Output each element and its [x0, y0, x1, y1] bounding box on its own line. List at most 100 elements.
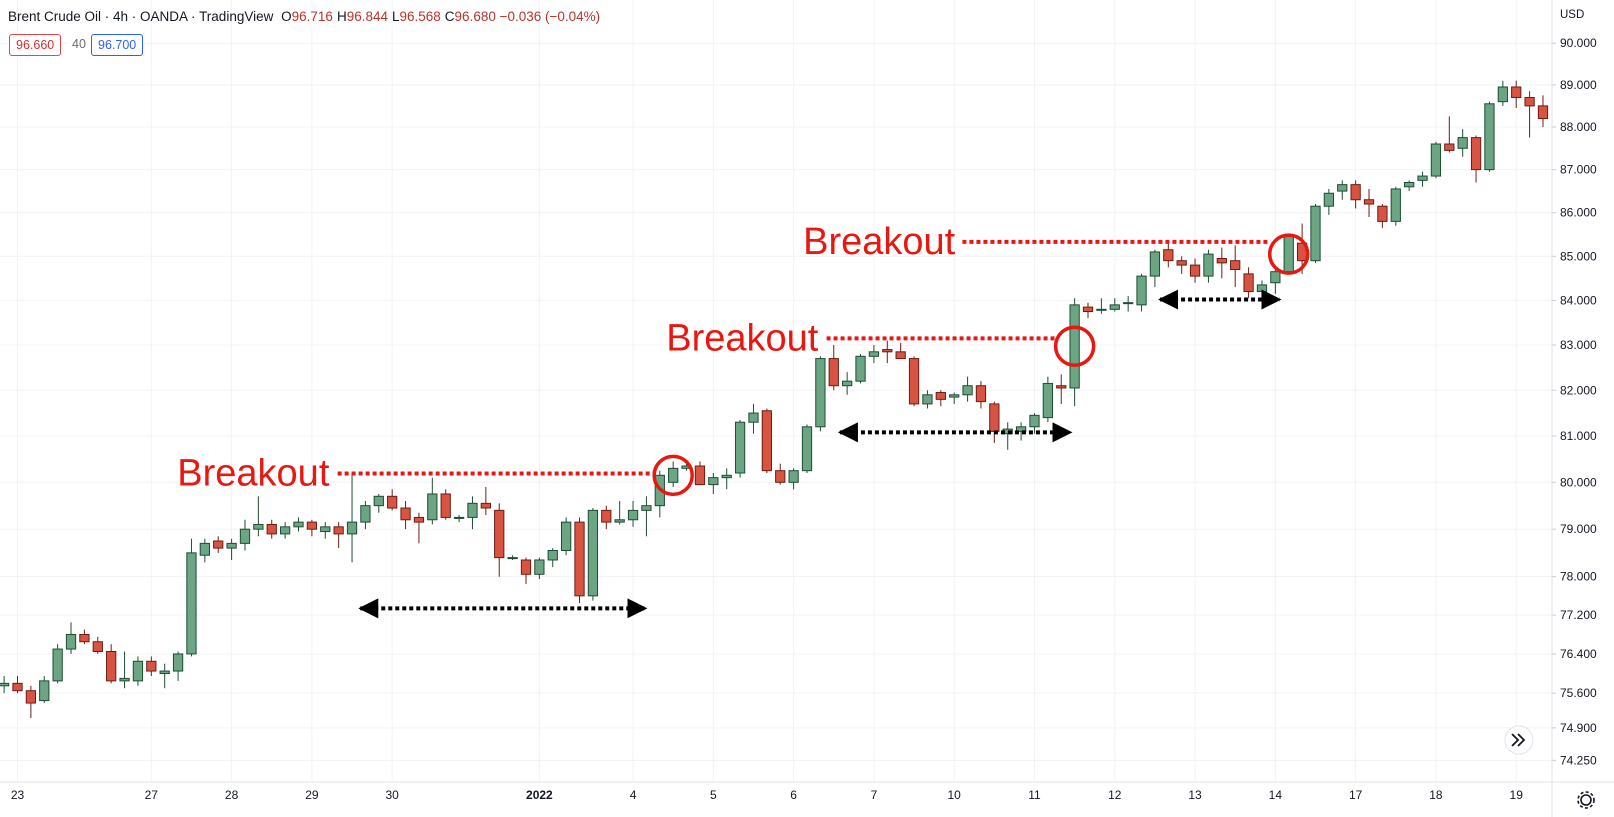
candle-body [868, 351, 880, 357]
x-tick-label: 6 [790, 788, 797, 802]
candle-body [346, 521, 358, 535]
y-tick-label: 76.400 [1560, 647, 1597, 661]
candle-body [908, 358, 920, 405]
candle-body [828, 358, 839, 387]
candle-body [855, 355, 866, 382]
candle-body [627, 509, 639, 521]
x-tick-label: 2022 [526, 788, 553, 802]
candle-body [400, 507, 411, 521]
candle-body [949, 394, 960, 398]
candle-body [199, 542, 210, 556]
candle-body [333, 526, 344, 535]
x-tick-label: 23 [11, 788, 25, 802]
breakout-label: Breakout [803, 221, 956, 263]
x-tick-label: 27 [145, 788, 159, 802]
candle-body [1230, 260, 1241, 270]
candle-body [882, 349, 893, 353]
spread: 40 [69, 34, 89, 54]
y-tick-label: 79.000 [1560, 522, 1597, 536]
candle-body [279, 526, 291, 535]
candle-body [1497, 86, 1508, 103]
candle-body [1323, 192, 1335, 207]
breakout-circle [1053, 325, 1096, 367]
y-tick-label: 87.000 [1560, 163, 1597, 177]
candle-body [842, 380, 853, 387]
candle-body [694, 465, 706, 486]
candle-body [788, 470, 799, 483]
candle-body [494, 509, 505, 559]
y-tick-label: 86.000 [1560, 206, 1597, 220]
candle-body [360, 505, 371, 523]
x-tick-label: 28 [225, 788, 239, 802]
candle-body [1417, 175, 1428, 181]
candle-body [467, 502, 478, 518]
breakout-circle [652, 454, 694, 497]
x-tick-label: 7 [871, 788, 878, 802]
candle-body [1109, 304, 1120, 310]
candle-body [1256, 284, 1268, 293]
x-tick-label: 29 [305, 788, 319, 802]
candle-body [721, 474, 732, 479]
candle-body [761, 410, 772, 472]
candle-body [1189, 264, 1201, 277]
candle-body [132, 660, 144, 682]
candle-body [186, 552, 197, 655]
candle-body [748, 412, 759, 423]
breakout-circle [1267, 233, 1310, 275]
candle-body [65, 633, 77, 650]
candle-body [1377, 205, 1388, 222]
candle-body [1390, 188, 1401, 222]
ohlc-label: O [281, 9, 292, 24]
candle-body [775, 470, 786, 483]
candle-body [561, 521, 572, 551]
candle-body [1203, 253, 1214, 277]
candle-body [1216, 258, 1227, 264]
candle-body [106, 651, 117, 682]
y-tick-label: 80.000 [1560, 475, 1597, 489]
y-tick-label: 90.000 [1560, 36, 1597, 50]
y-tick-label: 81.000 [1560, 429, 1597, 443]
candle-body [534, 559, 545, 575]
candle-body [172, 653, 184, 672]
x-tick-label: 10 [948, 788, 962, 802]
y-tick-label: 77.200 [1560, 608, 1597, 622]
x-tick-label: 14 [1269, 788, 1283, 802]
ask-box[interactable]: 96.700 [91, 34, 144, 56]
x-tick-label: 12 [1108, 788, 1122, 802]
settings-icon[interactable] [1577, 791, 1595, 809]
x-tick-label: 13 [1188, 788, 1202, 802]
candles [0, 80, 1549, 718]
candle-body [373, 495, 384, 507]
breakout-label: Breakout [177, 452, 330, 494]
candle-body [1470, 137, 1482, 171]
candle-body [1042, 382, 1053, 419]
candle-body [239, 528, 251, 544]
y-tick-label: 75.600 [1560, 686, 1597, 700]
candle-body [815, 358, 826, 428]
candle-body [1056, 385, 1067, 389]
y-tick-label: 88.000 [1560, 120, 1597, 134]
candle-body [119, 677, 130, 682]
candle-body [1511, 86, 1522, 98]
scroll-button[interactable] [1504, 725, 1534, 755]
candle-body [0, 682, 10, 687]
candle-body [1350, 184, 1361, 201]
candle-body [440, 493, 451, 518]
candle-body [1069, 304, 1080, 389]
y-tick-label: 83.000 [1560, 338, 1597, 352]
candle-body [989, 403, 1000, 432]
candle-body [159, 670, 170, 675]
symbol: Brent Crude Oil · 4h · OANDA · TradingVi… [8, 9, 274, 24]
change: −0.036 (−0.04%) [499, 9, 601, 24]
bid-box[interactable]: 96.660 [9, 34, 62, 56]
y-tick-label: 74.250 [1560, 753, 1597, 767]
y-tick-label: 82.000 [1560, 383, 1597, 397]
candle-body [413, 516, 425, 523]
candle-body [427, 493, 438, 521]
candle-body [574, 521, 585, 597]
candle-body [641, 505, 652, 511]
candle-body [1243, 273, 1254, 293]
candle-body [734, 421, 746, 474]
candle-body [975, 385, 987, 403]
